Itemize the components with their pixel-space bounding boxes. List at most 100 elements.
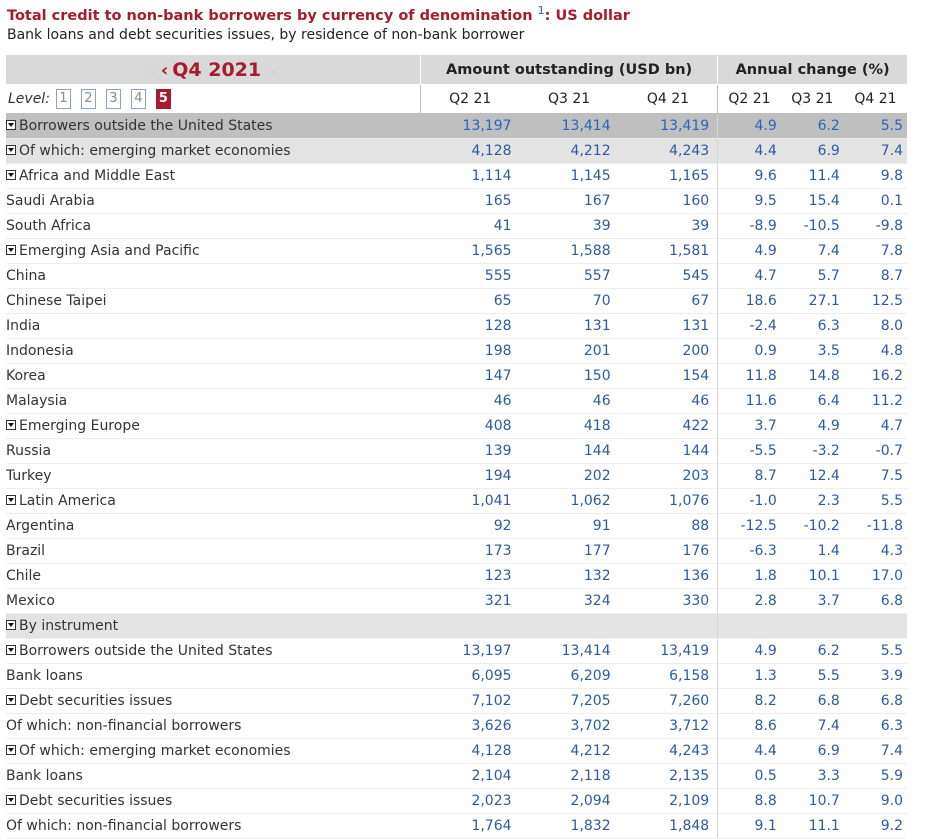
value-cell: 144 <box>618 438 719 464</box>
table-row: Russia 139 144 144 -5.5 -3.2 -0.7 <box>6 438 907 464</box>
group-header-change: Annual change (%) <box>717 55 907 85</box>
value-cell: 88 <box>618 513 719 539</box>
col-header-amount-q2[interactable]: Q2 21 <box>420 84 520 114</box>
change-cell: 4.7 <box>717 263 781 289</box>
first-period-icon[interactable]: « <box>148 64 157 80</box>
row-label[interactable]: Argentina <box>6 513 421 539</box>
table-row: Of which: non-financial borrowers 1,764 1… <box>6 813 907 839</box>
row-label-text[interactable]: Of which: emerging market economies <box>19 743 291 759</box>
collapse-icon[interactable] <box>6 645 16 655</box>
change-cell: 7.4 <box>843 138 907 164</box>
value-cell: 194 <box>420 463 520 489</box>
value-cell: 324 <box>519 588 619 614</box>
change-cell: 0.5 <box>717 763 781 789</box>
row-label[interactable]: Russia <box>6 438 421 464</box>
collapse-icon[interactable] <box>6 495 16 505</box>
change-cell: -0.7 <box>843 438 907 464</box>
level-4-button[interactable]: 4 <box>130 89 146 109</box>
value-cell: 4,212 <box>519 138 619 164</box>
row-label-text[interactable]: By instrument <box>19 618 119 634</box>
change-cell: -3.2 <box>780 438 844 464</box>
change-cell: 5.5 <box>843 638 907 664</box>
value-cell: 1,145 <box>519 163 619 189</box>
change-cell: 4.7 <box>843 413 907 439</box>
prev-period-icon[interactable]: ‹ <box>160 59 169 81</box>
collapse-icon[interactable] <box>6 695 16 705</box>
level-2-button[interactable]: 2 <box>80 89 96 109</box>
row-label[interactable]: Chile <box>6 563 421 589</box>
row-label[interactable]: Brazil <box>6 538 421 564</box>
row-label-text[interactable]: Latin America <box>19 493 116 509</box>
row-label: Borrowers outside the United States <box>6 638 421 664</box>
collapse-icon[interactable] <box>6 145 16 155</box>
level-1-button[interactable]: 1 <box>55 89 71 109</box>
change-cell: 6.9 <box>780 138 844 164</box>
row-label[interactable]: Chinese Taipei <box>6 288 421 314</box>
col-header-change-q3[interactable]: Q3 21 <box>780 84 844 114</box>
change-cell: 3.9 <box>843 663 907 689</box>
row-label[interactable]: Korea <box>6 363 421 389</box>
row-label[interactable]: Malaysia <box>6 388 421 414</box>
row-label[interactable]: Turkey <box>6 463 421 489</box>
value-cell: 202 <box>519 463 619 489</box>
value-cell: 13,414 <box>519 113 619 139</box>
col-header-amount-q3[interactable]: Q3 21 <box>519 84 619 114</box>
table-row: Indonesia 198 201 200 0.9 3.5 4.8 <box>6 338 907 364</box>
row-label-text[interactable]: Debt securities issues <box>19 693 173 709</box>
change-cell: 7.4 <box>843 738 907 764</box>
level-3-button[interactable]: 3 <box>105 89 121 109</box>
change-cell: 5.5 <box>843 488 907 514</box>
value-cell: 144 <box>519 438 619 464</box>
value-cell: 1,165 <box>618 163 719 189</box>
footnote-link[interactable]: 1 <box>537 4 545 17</box>
change-cell: 3.7 <box>780 588 844 614</box>
collapse-icon[interactable] <box>6 620 16 630</box>
change-cell: 4.4 <box>717 738 781 764</box>
row-label[interactable]: China <box>6 263 421 289</box>
row-label[interactable]: Indonesia <box>6 338 421 364</box>
col-header-change-q4[interactable]: Q4 21 <box>843 84 907 114</box>
row-label[interactable]: Bank loans <box>6 663 421 689</box>
row-label: Of which: emerging market economies <box>6 738 421 764</box>
collapse-icon[interactable] <box>6 245 16 255</box>
row-label-text[interactable]: Emerging Asia and Pacific <box>19 243 200 259</box>
value-cell: 408 <box>420 413 520 439</box>
row-label-text[interactable]: Borrowers outside the United States <box>19 118 273 134</box>
period-label[interactable]: Q4 2021 <box>172 58 262 81</box>
row-label-text[interactable]: Emerging Europe <box>19 418 140 434</box>
row-label-text[interactable]: Of which: emerging market economies <box>19 143 291 159</box>
change-cell: 1.4 <box>780 538 844 564</box>
change-cell: 7.4 <box>780 238 844 264</box>
col-header-change-q2[interactable]: Q2 21 <box>717 84 781 114</box>
row-label-text[interactable]: Borrowers outside the United States <box>19 643 273 659</box>
table-row: Of which: non-financial borrowers 3,626 3… <box>6 713 907 739</box>
col-header-amount-q4[interactable]: Q4 21 <box>618 84 719 114</box>
table-row: Turkey 194 202 203 8.7 12.4 7.5 <box>6 463 907 489</box>
row-label[interactable]: Bank loans <box>6 763 421 789</box>
collapse-icon[interactable] <box>6 170 16 180</box>
change-cell: 8.7 <box>843 263 907 289</box>
row-label-text[interactable]: Debt securities issues <box>19 793 173 809</box>
value-cell: 6,209 <box>519 663 619 689</box>
level-5-button[interactable]: 5 <box>155 89 171 109</box>
value-cell: 4,243 <box>618 738 719 764</box>
value-cell: 1,114 <box>420 163 520 189</box>
next-period-icon[interactable]: » <box>269 64 278 80</box>
change-cell: 16.2 <box>843 363 907 389</box>
change-cell: -1.0 <box>717 488 781 514</box>
collapse-icon[interactable] <box>6 420 16 430</box>
value-cell: 46 <box>420 388 520 414</box>
row-label[interactable]: India <box>6 313 421 339</box>
row-label[interactable]: Of which: non-financial borrowers <box>6 813 421 839</box>
row-label-text[interactable]: Africa and Middle East <box>19 168 176 184</box>
row-label[interactable]: South Africa <box>6 213 421 239</box>
change-cell: 2.8 <box>717 588 781 614</box>
change-cell: 7.8 <box>843 238 907 264</box>
collapse-icon[interactable] <box>6 795 16 805</box>
value-cell: 13,419 <box>618 638 719 664</box>
row-label[interactable]: Saudi Arabia <box>6 188 421 214</box>
row-label[interactable]: Mexico <box>6 588 421 614</box>
collapse-icon[interactable] <box>6 745 16 755</box>
row-label[interactable]: Of which: non-financial borrowers <box>6 713 421 739</box>
collapse-icon[interactable] <box>6 120 16 130</box>
